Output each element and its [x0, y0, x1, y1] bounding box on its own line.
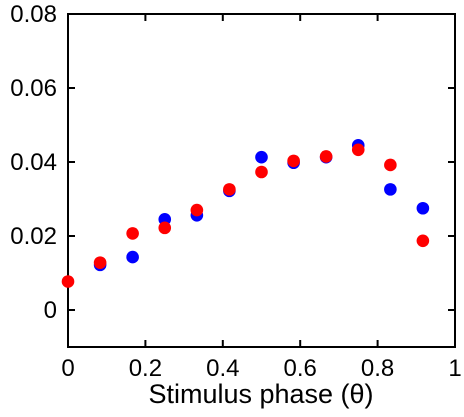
x-tick-label: 0.6	[284, 355, 317, 382]
y-tick-label: 0.04	[10, 149, 57, 176]
data-point-series-2	[287, 154, 300, 168]
data-point-series-2	[384, 158, 397, 172]
x-tick-label: 0.4	[206, 355, 239, 382]
y-tick-label: 0.08	[10, 1, 57, 28]
axes	[67, 13, 456, 348]
data-point-series-2	[223, 183, 236, 196]
data-point-series-2	[416, 234, 430, 248]
x-tick-label: 0.8	[361, 355, 394, 382]
x-tick-label: 0	[61, 355, 74, 382]
data-point-series-2	[61, 275, 75, 288]
x-tick-label: 1	[448, 355, 461, 382]
data-point-series-2	[158, 221, 172, 235]
data-points	[61, 139, 430, 288]
data-point-series-1	[255, 150, 268, 164]
data-point-series-2	[351, 143, 365, 157]
y-tick-label: 0.06	[10, 75, 57, 102]
x-axis-label: Stimulus phase (θ)	[148, 379, 373, 409]
data-point-series-2	[190, 203, 204, 217]
data-point-series-1	[384, 183, 397, 196]
data-point-series-2	[255, 165, 268, 179]
data-point-series-2	[93, 256, 107, 269]
data-point-series-2	[126, 227, 139, 240]
plot-frame	[67, 13, 456, 348]
data-point-series-1	[416, 201, 430, 215]
x-tick-label: 0.2	[129, 355, 162, 382]
data-point-series-2	[319, 150, 333, 163]
y-tick-label: 0.02	[10, 223, 57, 250]
tick-labels: 0 0.2 0.4 0.6 0.8 1 0 0.02 0.04 0.06 0.08	[10, 1, 461, 382]
data-point-series-1	[126, 250, 139, 264]
y-tick-label: 0	[44, 297, 57, 324]
